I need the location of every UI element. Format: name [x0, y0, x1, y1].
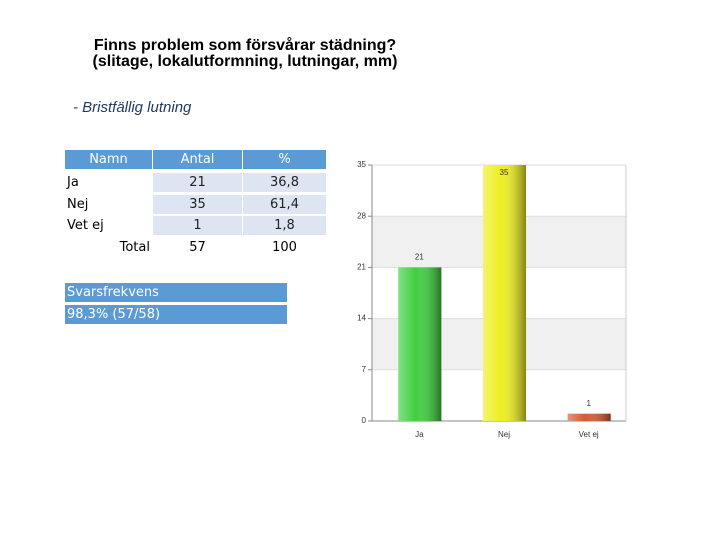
table-cell: 1,8 [243, 216, 326, 235]
title-line: (slitage, lokalutformning, lutningar, mm… [92, 53, 398, 70]
y-tick-label: 0 [362, 416, 367, 425]
table-cell: 61,4 [243, 194, 326, 214]
table-cell: 36,8 [243, 173, 326, 192]
table-cell: 1 [153, 216, 242, 235]
title-line: Finns problem som försvårar städning? [93, 37, 397, 54]
table-cell: 35 [153, 194, 242, 214]
y-tick-label: 14 [357, 314, 366, 323]
data-label: 1 [586, 399, 591, 408]
column-header: Namn [65, 150, 152, 169]
row-label: Ja [67, 175, 79, 190]
table-cell: 100 [272, 239, 297, 255]
bar-shine [567, 413, 611, 421]
data-label: 21 [415, 253, 424, 262]
subtitle: - Bristfällig lutning [73, 99, 192, 116]
column-header: % [243, 150, 326, 169]
bar-shine [398, 267, 442, 421]
x-tick-label: Nej [498, 430, 510, 439]
response-value: 98,3% (57/58) [65, 305, 287, 324]
column-header: Antal [153, 150, 242, 169]
y-tick-label: 28 [357, 211, 366, 220]
data-label: 35 [500, 168, 509, 177]
response-label: Svarsfrekvens [65, 283, 287, 302]
x-tick-label: Vet ej [579, 430, 599, 439]
chart: 0 7 14 21 28 35 Ja 21 Nej 35 Vet ej 1 [357, 160, 627, 439]
y-tick-label: 21 [357, 263, 366, 272]
y-tick-label: 35 [357, 160, 366, 169]
row-label: Nej [67, 196, 89, 212]
y-tick-label: 7 [362, 365, 367, 374]
row-label: Total [119, 239, 150, 255]
table-cell: 57 [189, 239, 206, 255]
table-cell: 21 [153, 173, 242, 192]
row-label: Vet ej [67, 218, 104, 233]
title: Finns problem som försvårar städning? (s… [75, 38, 415, 70]
x-tick-label: Ja [415, 430, 424, 439]
bar-shine [483, 165, 526, 421]
